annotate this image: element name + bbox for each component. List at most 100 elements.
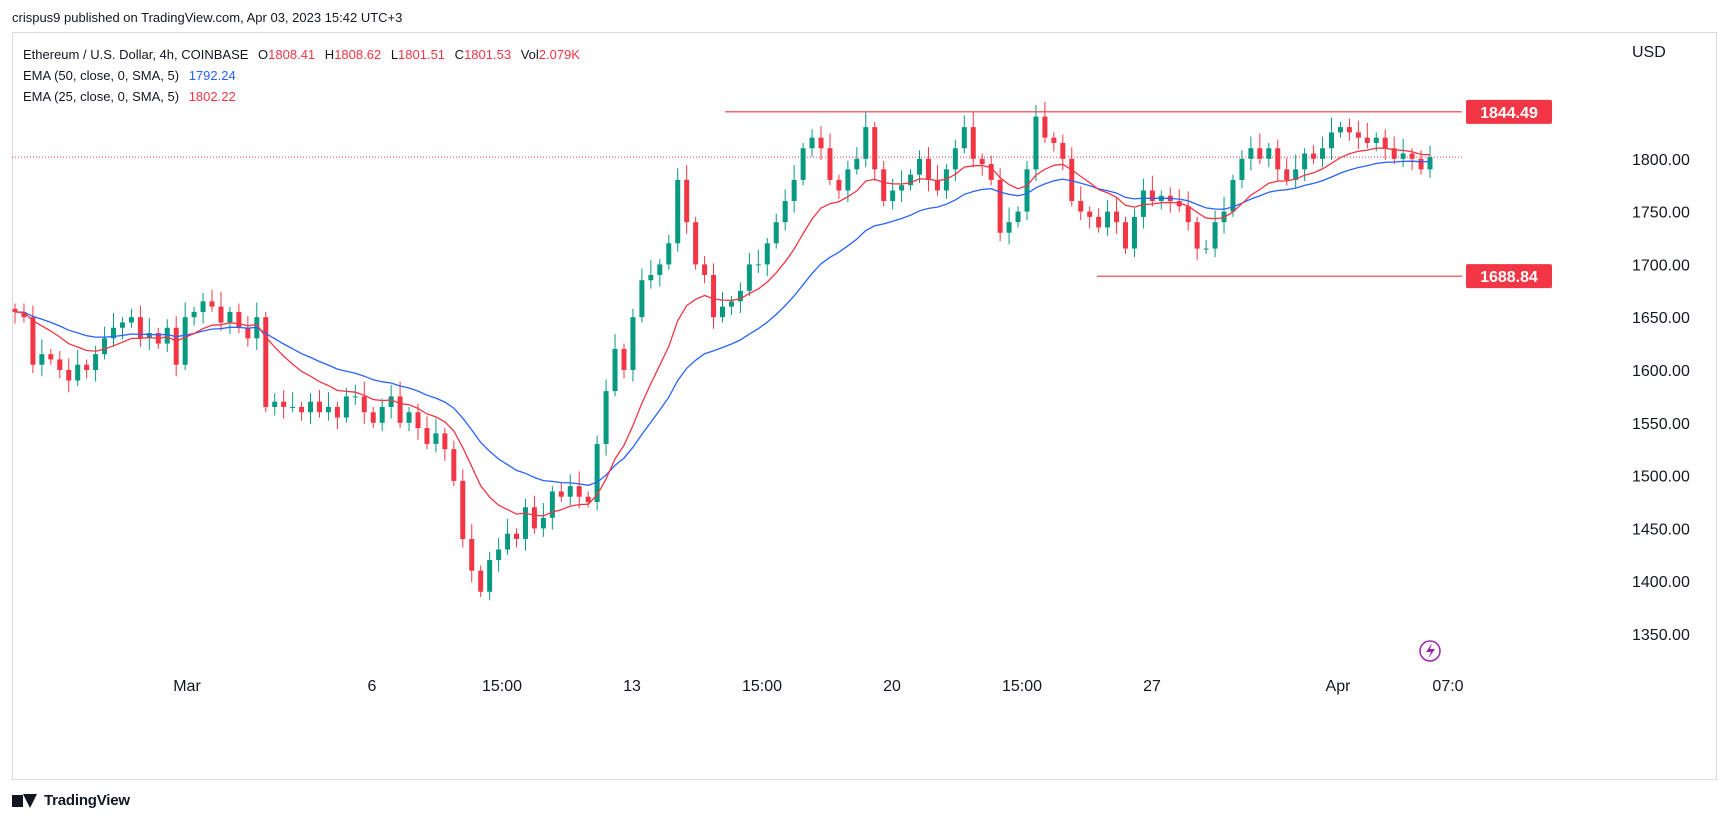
legend-ema50-row[interactable]: EMA (50, close, 0, SMA, 5) 1792.24 — [23, 65, 580, 86]
candle-body — [594, 443, 600, 502]
candle-body — [478, 570, 484, 592]
ema25-label: EMA (25, close, 0, SMA, 5) — [23, 89, 180, 104]
chart-frame — [12, 32, 1717, 780]
candle-body — [1391, 148, 1397, 159]
candle-body — [522, 507, 528, 539]
candle-body — [558, 491, 564, 497]
candle-body — [899, 185, 905, 191]
candle-body — [1185, 206, 1191, 223]
candle-body — [21, 311, 27, 318]
candle-body — [442, 433, 448, 450]
x-tick-label: 07:0 — [1432, 678, 1463, 695]
ema25-value: 1802.22 — [188, 89, 236, 104]
candle-body — [925, 158, 931, 180]
x-tick-label: 15:00 — [742, 678, 782, 695]
candle-body — [263, 317, 269, 407]
candle-body — [639, 280, 645, 318]
candle-body — [549, 491, 555, 518]
candle-body — [809, 137, 815, 149]
high-value: 1808.62 — [334, 47, 382, 62]
candle-body — [209, 301, 215, 307]
candle-body — [800, 148, 806, 180]
candle-body — [836, 179, 842, 191]
candle-body — [397, 396, 403, 423]
candle-body — [1078, 201, 1084, 212]
y-tick-label: 1400.00 — [1632, 574, 1690, 591]
y-tick-label: 1350.00 — [1632, 627, 1690, 644]
published-caption: crispus9 published on TradingView.com, A… — [12, 10, 403, 25]
candle-body — [352, 396, 358, 398]
candle-body — [782, 201, 788, 223]
candle-body — [737, 290, 743, 302]
y-tick-label: 1750.00 — [1632, 205, 1690, 222]
candle-body — [1042, 116, 1048, 138]
candle-body — [75, 364, 81, 381]
candle-body — [460, 480, 466, 539]
candle-body — [1418, 158, 1424, 170]
candle-body — [84, 364, 90, 370]
candle-body — [281, 401, 287, 407]
candle-body — [1194, 222, 1200, 249]
low-value: 1801.51 — [398, 47, 446, 62]
y-tick-label: 1650.00 — [1632, 310, 1690, 327]
x-tick-label: 27 — [1143, 678, 1161, 695]
candle-body — [1033, 116, 1039, 170]
candle-body — [666, 243, 672, 265]
ema50-label: EMA (50, close, 0, SMA, 5) — [23, 68, 180, 83]
candle-body — [236, 311, 242, 328]
candle-body — [1105, 211, 1111, 228]
x-tick-label: 13 — [623, 678, 641, 695]
candle-body — [406, 412, 412, 423]
candle-body — [1427, 157, 1433, 170]
lightning-icon — [1419, 640, 1441, 662]
candle-body — [191, 311, 197, 318]
candle-body — [961, 127, 967, 149]
candle-body — [218, 306, 224, 323]
candle-body — [585, 496, 591, 502]
candle-body — [1346, 127, 1352, 133]
candle-body — [755, 264, 761, 266]
candle-body — [621, 348, 627, 370]
candle-body — [1373, 137, 1379, 143]
candle-body — [1060, 142, 1066, 159]
candle-body — [299, 406, 305, 413]
candle-body — [111, 327, 117, 339]
candle-body — [388, 396, 394, 407]
candle-body — [1212, 222, 1218, 249]
candle-body — [1114, 211, 1120, 223]
footer-brand: TradingView — [44, 792, 130, 809]
candle-body — [272, 401, 278, 407]
candle-body — [316, 401, 322, 413]
y-tick-label: 1600.00 — [1632, 363, 1690, 380]
ema50-line — [14, 160, 1431, 486]
candle-body — [746, 264, 752, 291]
lightning-icon-bolt — [1426, 643, 1435, 659]
ema50-value: 1792.24 — [188, 68, 236, 83]
candle-body — [57, 359, 63, 370]
candle-body — [451, 449, 457, 481]
y-tick-label: 1700.00 — [1632, 257, 1690, 274]
candle-body — [702, 264, 708, 275]
volume-value: 2.079K — [538, 47, 580, 62]
x-tick-label: 20 — [883, 678, 901, 695]
candle-body — [943, 169, 949, 191]
candle-body — [146, 333, 152, 339]
candle-body — [890, 190, 896, 202]
candle-body — [1284, 169, 1290, 180]
candle-body — [1364, 137, 1370, 143]
symbol-label[interactable]: Ethereum / U.S. Dollar, 4h, COINBASE — [23, 47, 249, 62]
candle-body — [1203, 248, 1209, 250]
candle-body — [1302, 153, 1308, 170]
candle-body — [496, 549, 502, 561]
level-badge — [1466, 99, 1552, 124]
level-badge-label: 1688.84 — [1480, 269, 1538, 286]
candle-body — [1069, 158, 1075, 202]
candle-body — [1096, 216, 1102, 228]
candle-body — [200, 301, 206, 312]
candle-body — [1266, 148, 1272, 159]
legend-ema25-row[interactable]: EMA (25, close, 0, SMA, 5) 1802.22 — [23, 86, 580, 107]
currency-label: USD — [1632, 44, 1666, 61]
candle-body — [540, 517, 546, 529]
candle-body — [576, 486, 582, 497]
